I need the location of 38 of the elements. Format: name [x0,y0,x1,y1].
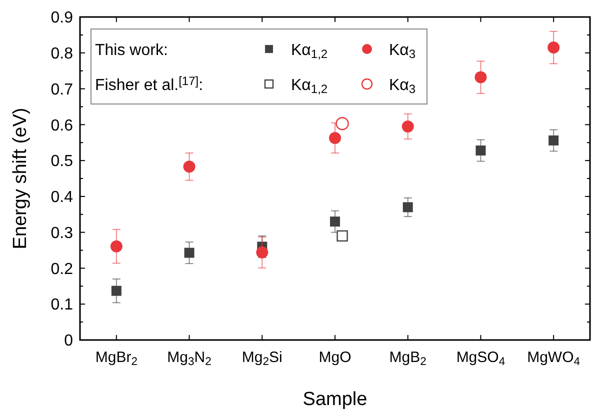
point [183,160,196,173]
y-tick-label: 0.9 [50,10,74,27]
point [111,286,122,296]
point [184,248,194,258]
y-tick-label: 0.2 [50,260,74,278]
x-tick-label: MgSO$_{4}$ [456,349,506,368]
x-tick-label: Mg$_{3}$N$_{2}$ [167,349,212,368]
point [474,71,487,84]
y-tick-label: 0.7 [50,81,74,98]
x-tick-label: MgO [318,349,352,366]
y-tick-label: 0.3 [50,224,74,242]
x-axis-title: Sample [302,389,368,410]
point [330,216,340,227]
x-tick-label: Mg$_{2}$Si [242,349,282,368]
y-axis-title: Energy shift (eV) [10,108,31,250]
y-tick-label: 0.1 [50,296,74,314]
y-tick-label: 0.4 [50,189,74,206]
point [548,42,560,54]
y-tick-label: 0.5 [50,153,74,170]
point [110,240,122,252]
point [256,246,268,258]
point [402,120,414,132]
point [476,146,486,156]
x-tick-label: MgB$_{2}$ [389,349,426,368]
x-tick-label: MgBr$_{2}$ [95,349,138,368]
legend-label: Kα$_{3}$ [389,42,416,61]
point [329,132,341,144]
legend-label: Kα$_{1,2}$ [291,77,328,96]
y-tick-label: 0 [64,332,74,350]
legend-label: Kα$_{1,2}$ [291,42,328,61]
annotation: Fisher et al.$^{[17]}$: [95,74,204,94]
annotation: This work: [95,42,168,59]
x-tick-label: MgWO$_{4}$ [527,349,580,368]
y-tick-label: 0.6 [50,117,74,134]
legend-label: Kα$_{3}$ [389,77,416,96]
point [548,135,559,146]
y-tick-label: 0.8 [50,45,74,62]
point [402,202,413,212]
